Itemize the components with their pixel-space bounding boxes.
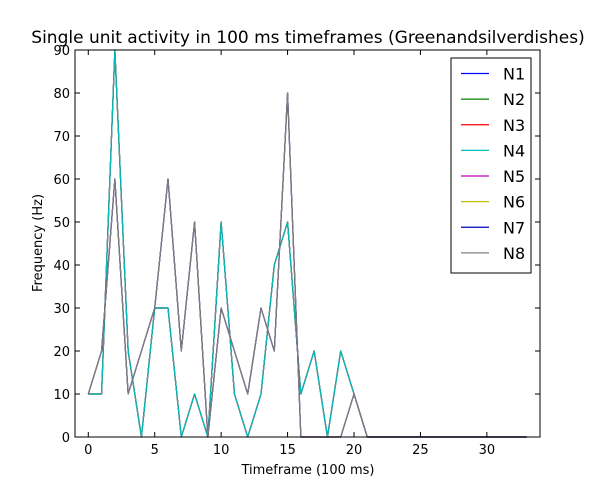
y-tick-label: 20 [53,345,70,360]
x-tick-label: 10 [213,443,230,458]
y-tick-label: 70 [53,130,70,145]
legend-label-n6: N6 [503,193,525,212]
legend: N1 N2 N3 N4 N5 N6 N7 N8 [450,57,532,274]
axes-frame [74,49,541,438]
y-tick-label: 0 [62,431,70,446]
legend-label-n3: N3 [503,116,525,135]
x-tick-label: 0 [84,443,92,458]
legend-label-n7: N7 [503,218,525,237]
legend-label-n4: N4 [503,141,525,160]
chart-title: Single unit activity in 100 ms timeframe… [31,28,584,48]
x-axis-label: Timeframe (100 ms) [240,463,374,478]
x-tick-label: 20 [346,443,363,458]
x-tick-label: 15 [279,443,296,458]
y-tick-label: 30 [53,302,70,317]
legend-frame [450,57,532,274]
x-tick-label: 30 [479,443,496,458]
plot-area: 0 5 10 15 20 25 30 0 10 20 30 40 50 60 70 80 90 [53,44,541,458]
x-tick-label: 25 [412,443,429,458]
y-axis-label: Frequency (Hz) [31,194,46,292]
y-tick-label: 50 [53,216,70,231]
y-tick-label: 90 [53,44,70,59]
legend-label-n2: N2 [503,90,525,109]
y-tick-label: 10 [53,388,70,403]
y-tick-label: 40 [53,259,70,274]
x-tick-label: 5 [151,443,159,458]
legend-label-n8: N8 [503,244,525,263]
y-tick-label: 60 [53,173,70,188]
legend-label-n1: N1 [503,65,525,84]
legend-label-n5: N5 [503,167,525,186]
y-tick-label: 80 [53,87,70,102]
